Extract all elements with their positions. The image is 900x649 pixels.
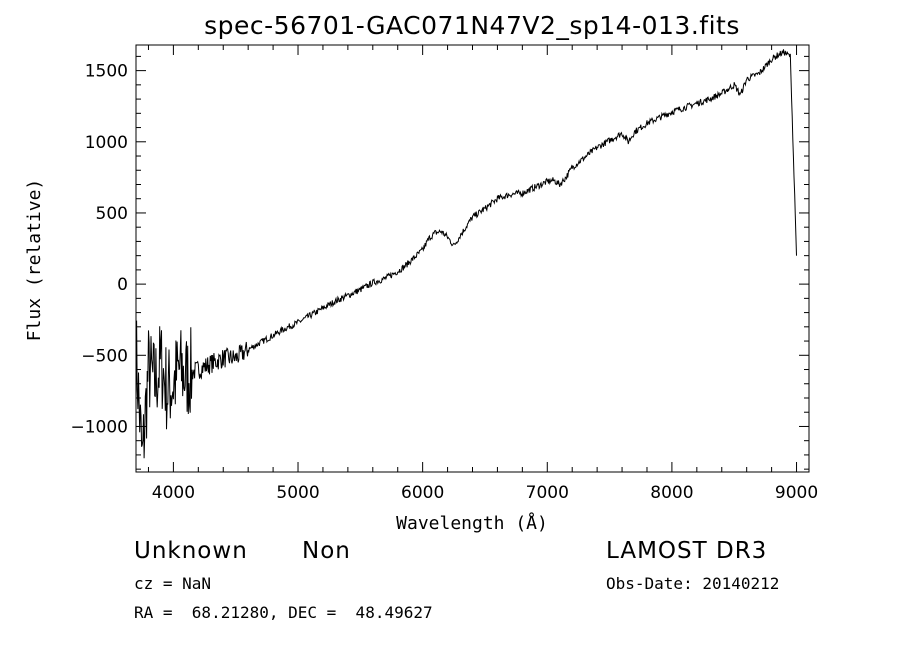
- y-tick-label: −500: [81, 346, 128, 366]
- y-tick-label: 500: [96, 204, 128, 224]
- y-tick-label: 1000: [85, 133, 128, 153]
- x-tick-label: 4000: [152, 483, 195, 503]
- redshift-cz: cz = NaN: [134, 574, 212, 593]
- x-tick-label: 5000: [276, 483, 319, 503]
- plot-frame: [135, 44, 810, 473]
- coordinates: RA = 68.21280, DEC = 48.49627: [134, 603, 433, 622]
- x-tick-label: 7000: [526, 483, 569, 503]
- y-tick-label: 1500: [85, 62, 128, 82]
- object-class: Non: [302, 538, 351, 564]
- y-axis-label: Flux (relative): [24, 179, 45, 342]
- x-axis-ticks: 4000 5000 6000 7000 8000 9000: [147, 45, 818, 503]
- object-type: Unknown: [134, 538, 248, 564]
- series-layer: [135, 49, 797, 459]
- x-tick-label: 6000: [401, 483, 444, 503]
- obs-date: Obs-Date: 20140212: [606, 574, 780, 593]
- y-tick-label: −1000: [70, 417, 128, 437]
- y-tick-label: 0: [117, 275, 128, 295]
- x-axis-label: Wavelength (Å): [396, 512, 548, 534]
- y-axis-ticks: −1000 −500 0 500 1000 1500: [70, 55, 809, 470]
- survey-name: LAMOST DR3: [606, 538, 768, 564]
- spectrum-line: [135, 49, 797, 459]
- chart-title: spec-56701-GAC071N47V2_sp14-013.fits: [204, 11, 740, 40]
- x-tick-label: 9000: [775, 483, 818, 503]
- x-tick-label: 8000: [650, 483, 693, 503]
